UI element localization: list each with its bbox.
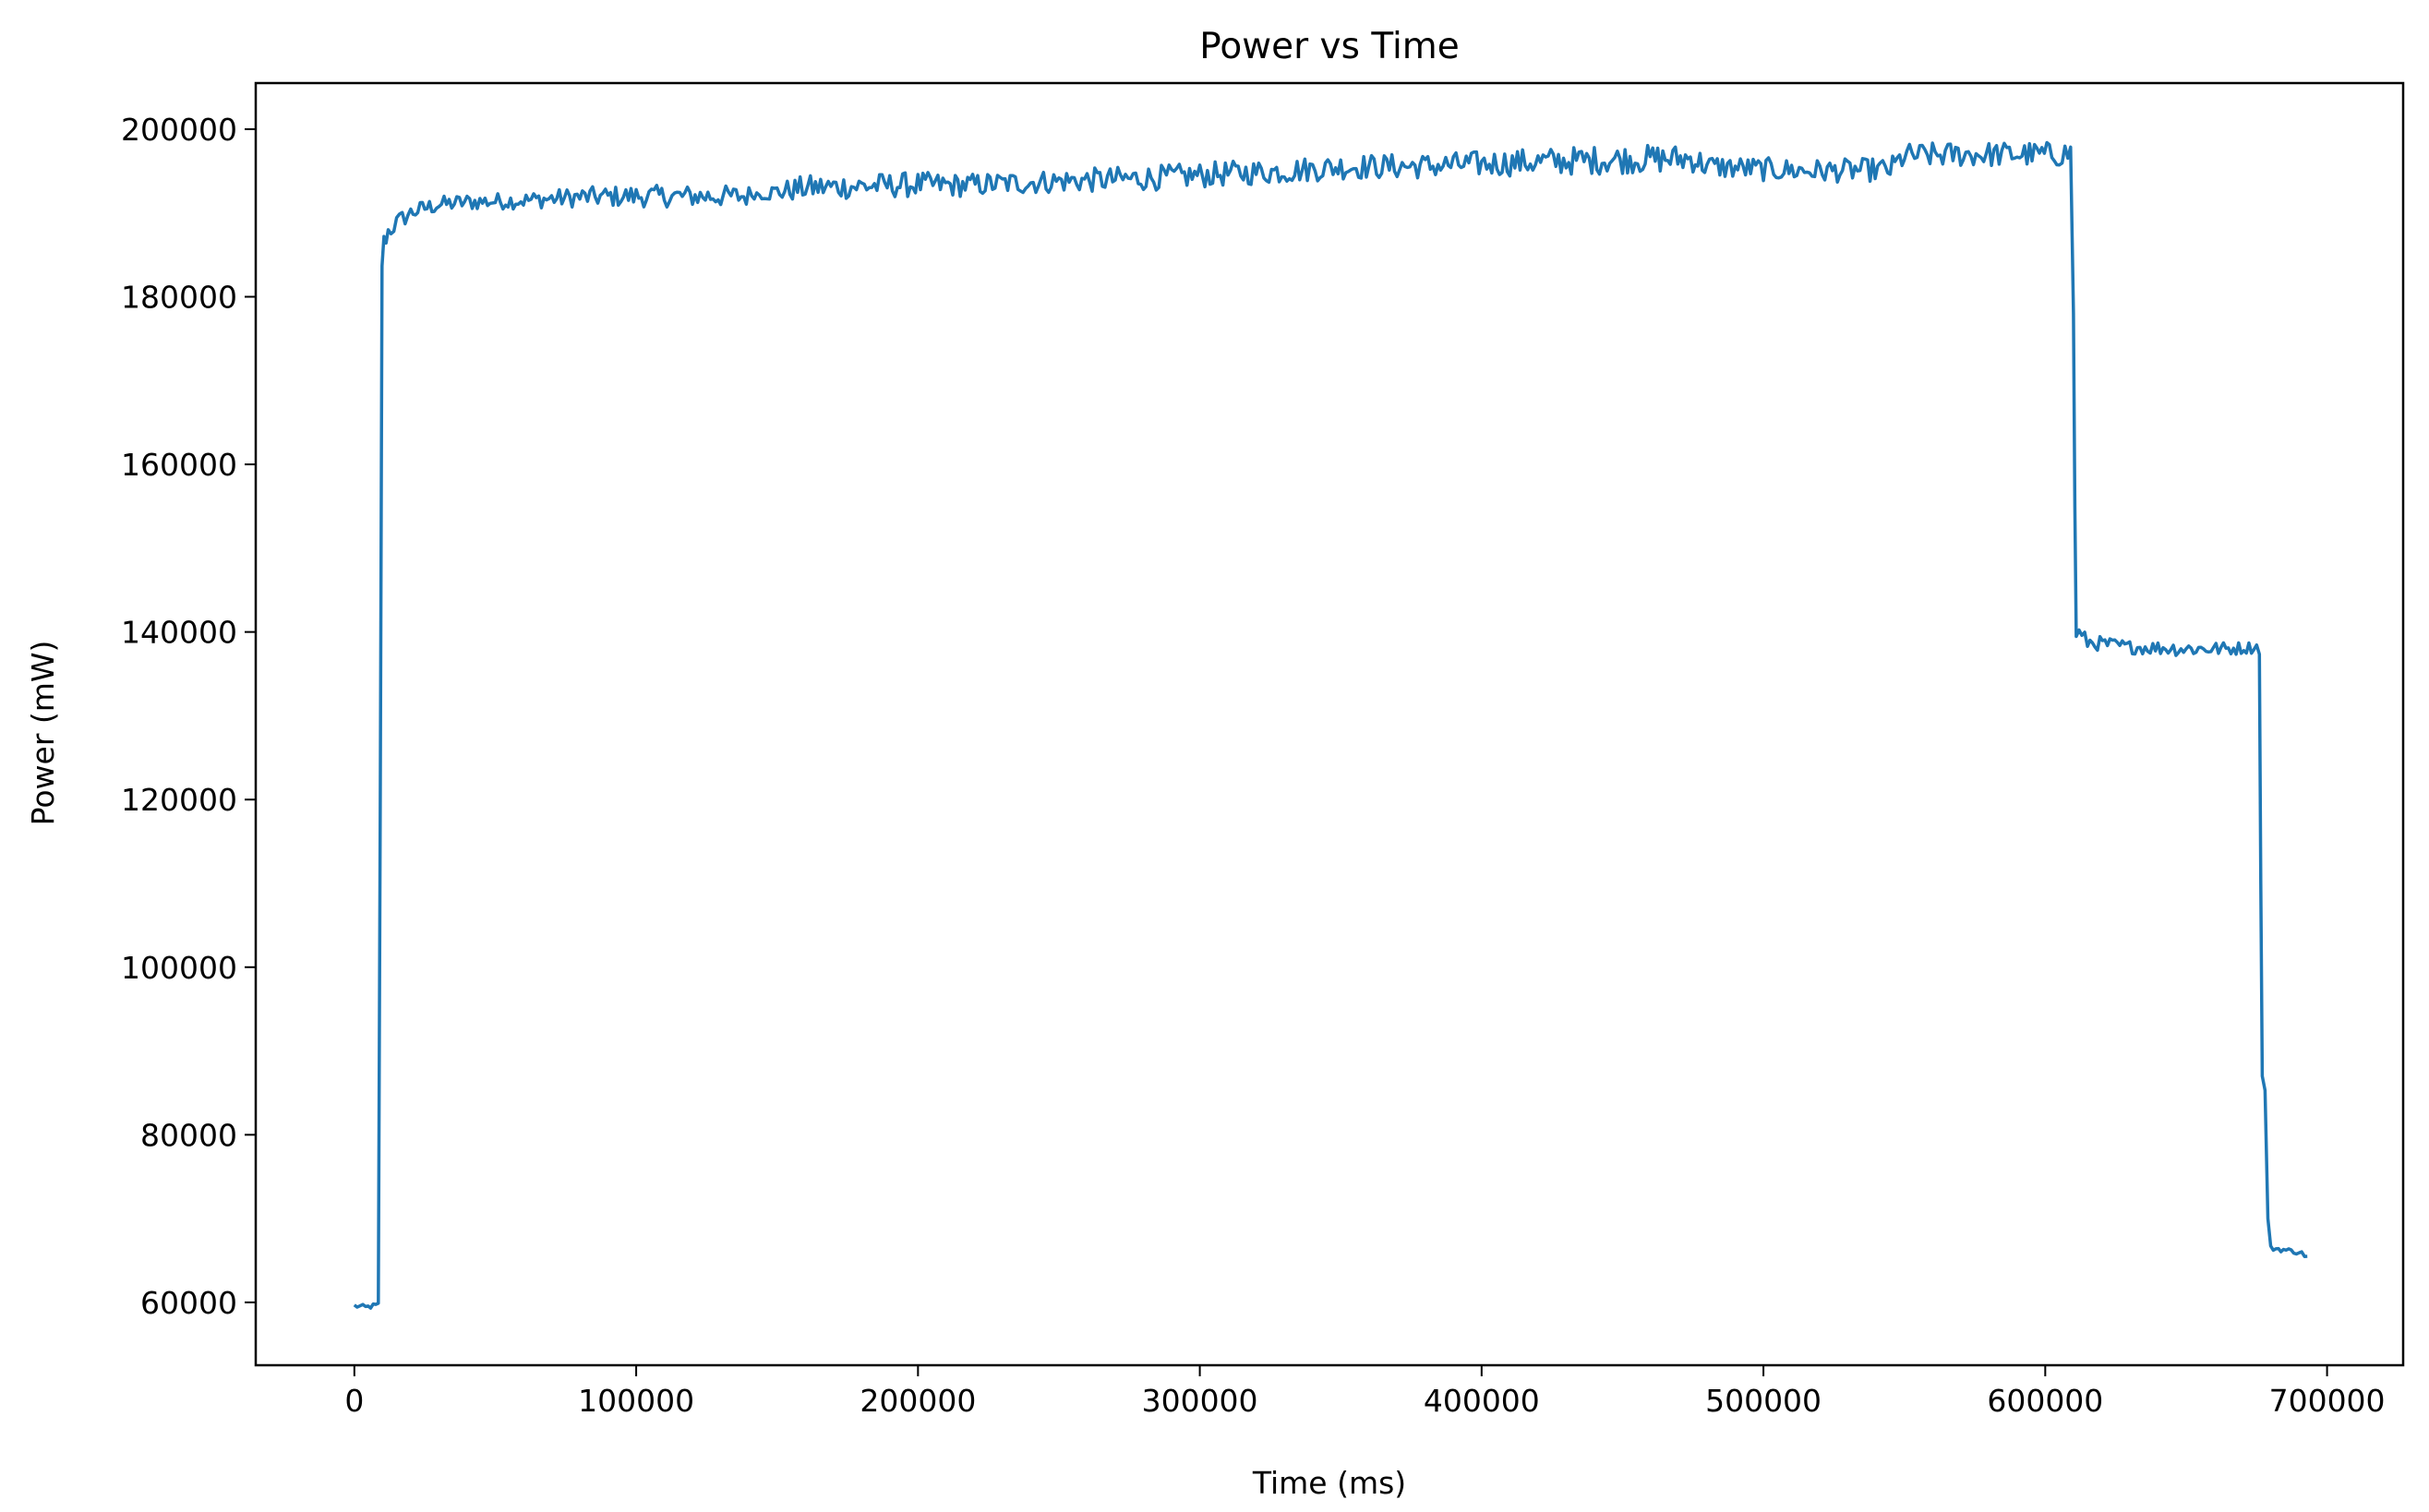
- chart-title: Power vs Time: [1199, 26, 1460, 67]
- x-axis-label: Time (ms): [1252, 1465, 1406, 1501]
- x-tick-label: 300000: [1142, 1383, 1258, 1419]
- x-tick-label: 100000: [578, 1383, 694, 1419]
- x-axis-ticks: 0 100000 200000 300000 400000 500000 600000 700…: [344, 1365, 2386, 1419]
- plot-area: [353, 140, 2308, 1310]
- x-tick-label: 600000: [1987, 1383, 2103, 1419]
- y-tick-label: 100000: [121, 950, 237, 986]
- y-axis-label: Power (mW): [25, 641, 61, 826]
- x-tick-label: 700000: [2269, 1383, 2386, 1419]
- y-tick-label: 60000: [140, 1285, 237, 1321]
- y-tick-label: 160000: [121, 447, 237, 483]
- y-tick-label: 180000: [121, 280, 237, 316]
- power-series-line: [353, 140, 2308, 1310]
- y-tick-label: 200000: [121, 112, 237, 148]
- axes-frame: [254, 81, 2405, 1367]
- x-tick-label: 200000: [860, 1383, 976, 1419]
- y-axis-ticks: 60000 80000 100000 120000 140000 160000 180000…: [121, 112, 256, 1321]
- y-tick-label: 120000: [121, 782, 237, 818]
- x-tick-label: 0: [344, 1383, 364, 1419]
- x-tick-label: 500000: [1705, 1383, 1822, 1419]
- x-tick-label: 400000: [1424, 1383, 1540, 1419]
- y-tick-label: 140000: [121, 615, 237, 651]
- y-tick-label: 80000: [140, 1117, 237, 1153]
